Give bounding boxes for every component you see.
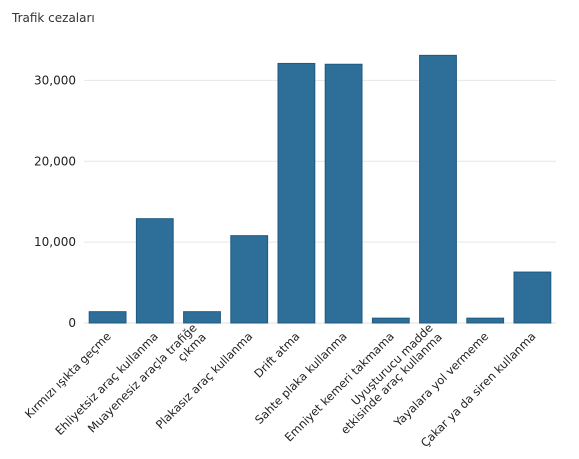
x-tick-label: Kırmızı ışıkta geçme bbox=[22, 329, 114, 421]
chart-title: Trafik cezaları bbox=[11, 11, 95, 25]
bar[interactable] bbox=[513, 271, 552, 324]
bar[interactable] bbox=[183, 311, 221, 324]
y-tick-label: 30,000 bbox=[34, 73, 76, 87]
y-tick-label: 0 bbox=[68, 316, 76, 330]
bar[interactable] bbox=[135, 218, 174, 324]
bar[interactable] bbox=[324, 63, 363, 324]
bar[interactable] bbox=[230, 235, 269, 324]
bars bbox=[88, 54, 552, 324]
x-tick-label: Sahte plaka kullanma bbox=[252, 329, 350, 427]
bar[interactable] bbox=[419, 54, 457, 324]
y-tick-label: 20,000 bbox=[34, 154, 76, 168]
bar[interactable] bbox=[277, 62, 316, 324]
y-tick-label: 10,000 bbox=[34, 235, 76, 249]
bar[interactable] bbox=[466, 317, 505, 324]
y-axis-ticks: 0 10,000 20,000 30,000 bbox=[34, 73, 76, 330]
bar[interactable] bbox=[88, 311, 127, 324]
bar[interactable] bbox=[371, 317, 410, 324]
